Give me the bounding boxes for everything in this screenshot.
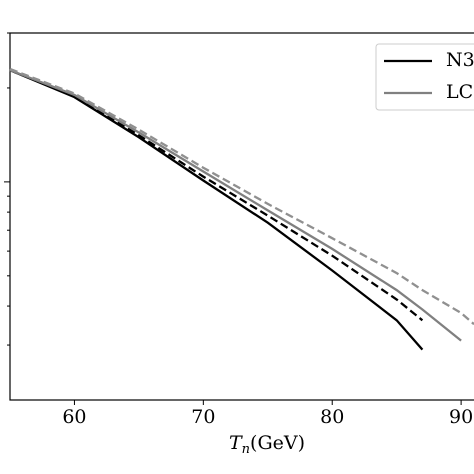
x-tick-label: 60 [62, 406, 86, 428]
legend: N3 LC [375, 43, 474, 111]
legend-label: LC [446, 81, 473, 103]
x-label-symbol: T [229, 432, 243, 454]
x-tick-label: 70 [191, 406, 215, 428]
x-tick-label: 90 [449, 406, 473, 428]
axes-frame [9, 32, 474, 401]
x-axis-label: Tn(GeV) [229, 432, 305, 457]
x-tick-label: 80 [320, 406, 344, 428]
series-line [9, 69, 424, 322]
x-label-unit: (GeV) [250, 432, 305, 454]
legend-label: N3 [446, 49, 474, 71]
series-line [9, 69, 462, 342]
series-line [9, 69, 424, 351]
series-line [9, 67, 474, 326]
x-label-subscript: n [242, 442, 250, 457]
